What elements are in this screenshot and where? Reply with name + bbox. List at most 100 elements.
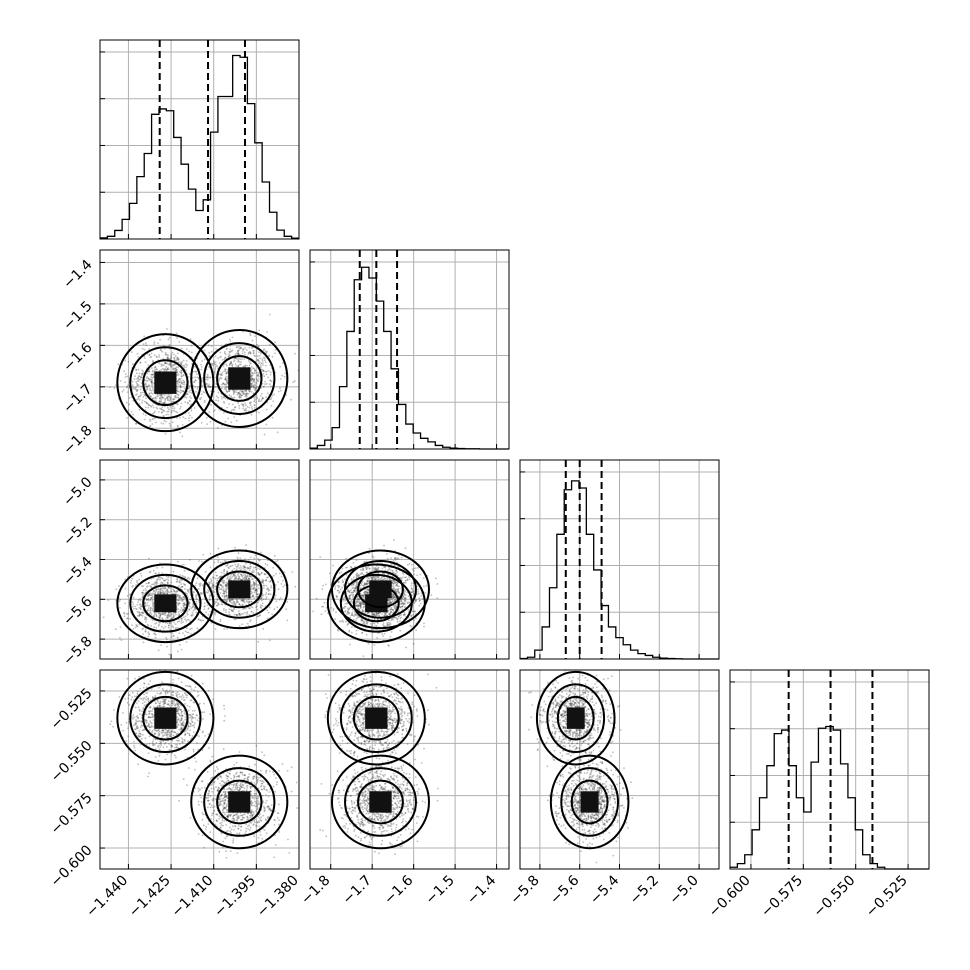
sample-point [182, 605, 185, 608]
sample-point [143, 618, 146, 621]
sample-point [200, 363, 202, 366]
sample-point [160, 581, 163, 584]
sample-point [396, 585, 399, 588]
sample-point [188, 591, 191, 593]
sample-point [145, 582, 148, 585]
sample-point [361, 602, 364, 604]
sample-point [151, 384, 154, 387]
sample-point [376, 637, 378, 639]
sample-point [377, 578, 380, 580]
sample-point [118, 585, 120, 587]
sample-point [165, 578, 168, 580]
sample-point [224, 357, 226, 360]
sample-point [147, 595, 150, 598]
sample-point [161, 367, 164, 370]
sample-point [225, 386, 228, 389]
sample-point [165, 638, 168, 641]
sample-point [257, 360, 260, 362]
sample-point [408, 578, 411, 581]
sample-point [250, 362, 252, 365]
sample-point [290, 398, 292, 401]
sample-point [176, 589, 179, 592]
sample-point [145, 377, 148, 379]
sample-point [156, 368, 159, 371]
sample-point [146, 609, 149, 611]
sample-point [259, 357, 262, 360]
sample-point [183, 595, 185, 598]
sample-point [168, 626, 170, 629]
sample-point [349, 616, 352, 619]
sample-point [203, 399, 206, 402]
sample-point [244, 558, 246, 561]
sample-point [141, 401, 144, 404]
sample-point [215, 348, 217, 350]
sample-point [267, 593, 270, 595]
sample-point [282, 585, 285, 588]
sample-point [177, 358, 179, 361]
sample-point [160, 644, 163, 646]
sample-point [253, 386, 256, 389]
sample-point [167, 363, 170, 366]
sample-point [168, 399, 171, 402]
sample-point [207, 375, 209, 378]
sample-point [408, 562, 411, 565]
sample-point [179, 391, 182, 394]
sample-point [121, 390, 124, 393]
sample-point [178, 632, 181, 635]
sample-point [234, 357, 237, 359]
sample-point [167, 354, 170, 357]
sample-point [191, 416, 193, 419]
sample-point [209, 610, 212, 613]
sample-point [186, 610, 189, 612]
sample-point [131, 388, 134, 391]
sample-point [149, 425, 152, 427]
sample-point [430, 594, 433, 596]
sample-point [238, 407, 241, 409]
sample-point [157, 342, 159, 345]
sample-point [188, 605, 191, 608]
sample-point [139, 607, 142, 610]
sample-point [168, 587, 170, 589]
sample-point [168, 422, 171, 425]
sample-point [158, 354, 161, 356]
sample-point [256, 378, 259, 381]
sample-point [265, 592, 268, 594]
sample-point [245, 407, 247, 410]
sample-point [137, 375, 140, 378]
sample-point [292, 381, 295, 383]
sample-point [148, 370, 150, 373]
sample-point [164, 362, 167, 364]
sample-point [123, 612, 126, 615]
sample-point [148, 593, 151, 596]
sample-point [196, 577, 199, 580]
sample-point [149, 425, 152, 427]
sample-point [180, 390, 183, 392]
sample-point [203, 349, 206, 352]
sample-point [209, 552, 212, 555]
sample-point [126, 617, 129, 620]
sample-point [256, 374, 259, 377]
sample-point [130, 579, 133, 582]
sample-point [226, 371, 229, 374]
sample-point [253, 389, 256, 391]
sample-point [183, 602, 185, 605]
sample-point [253, 557, 256, 560]
sample-point [415, 617, 417, 620]
sample-point [253, 369, 256, 371]
sample-point [214, 600, 217, 603]
sample-point [213, 612, 216, 614]
sample-point [256, 355, 259, 357]
sample-point [169, 405, 172, 408]
sample-point [119, 626, 122, 628]
sample-point [149, 356, 152, 358]
sample-point [150, 389, 153, 392]
sample-point [253, 380, 255, 382]
sample-point [148, 389, 151, 391]
sample-point [140, 394, 142, 396]
y-tick-label: −1.5 [60, 298, 95, 333]
sample-point [208, 590, 210, 593]
sample-point [248, 346, 251, 349]
sample-point [225, 388, 228, 391]
sample-point [354, 613, 356, 616]
sample-point [176, 356, 179, 359]
